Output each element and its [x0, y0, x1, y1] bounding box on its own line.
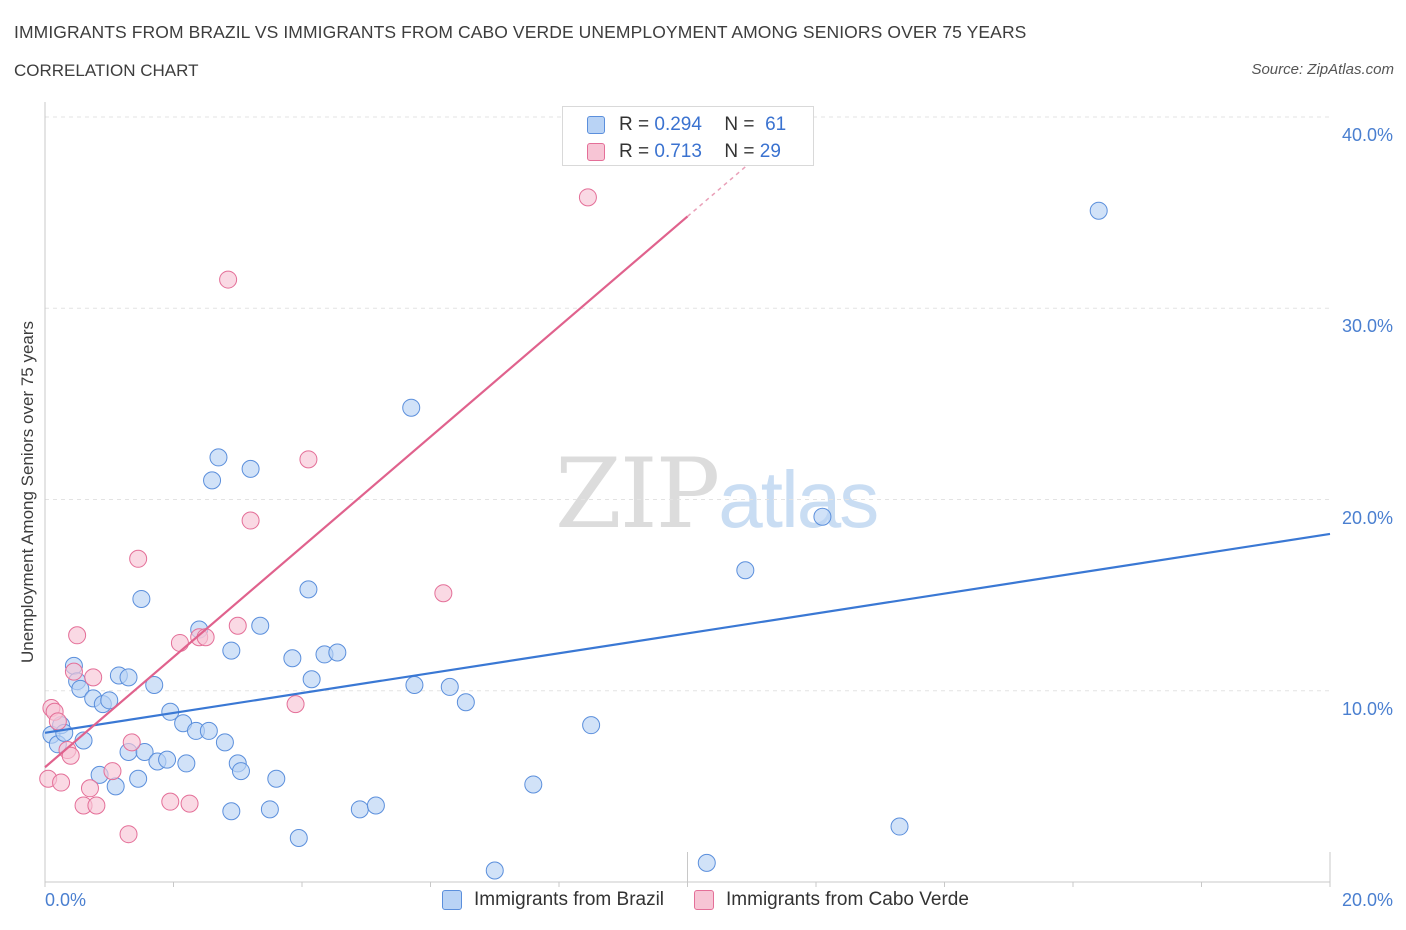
legend-label-brazil: Immigrants from Brazil: [474, 889, 665, 910]
point-cabo-verde: [299, 450, 318, 469]
point-brazil: [697, 853, 716, 872]
point-brazil: [813, 507, 832, 526]
point-brazil: [222, 641, 241, 660]
point-brazil: [890, 817, 909, 836]
point-brazil: [1089, 201, 1108, 220]
point-cabo-verde: [219, 270, 238, 289]
point-cabo-verde: [80, 779, 99, 798]
watermark: ZIPatlas: [555, 438, 879, 550]
point-brazil: [302, 670, 321, 689]
point-brazil: [402, 398, 421, 417]
legend-swatch-brazil: [442, 890, 462, 910]
legend-n-value: 61: [765, 114, 787, 135]
legend-label-cabo-verde: Immigrants from Cabo Verde: [726, 889, 969, 910]
point-brazil: [119, 668, 138, 687]
point-brazil: [485, 861, 504, 880]
point-brazil: [106, 777, 125, 796]
point-brazil: [100, 691, 119, 710]
point-brazil: [145, 676, 164, 695]
point-brazil: [135, 742, 154, 761]
point-brazil: [736, 561, 755, 580]
legend-swatch-cabo-verde: [587, 143, 605, 161]
point-brazil: [251, 616, 270, 635]
point-brazil: [222, 802, 241, 821]
point-brazil: [129, 769, 148, 788]
point-cabo-verde: [103, 762, 122, 781]
legend-n-label: N =: [724, 114, 755, 135]
trend-line-cabo-verde: [44, 215, 689, 769]
point-brazil: [132, 589, 151, 608]
point-brazil: [289, 829, 308, 848]
legend-r-label: R =: [619, 114, 650, 135]
legend-swatch-brazil: [587, 116, 605, 134]
x-tick-label: 20.0%: [1341, 890, 1393, 910]
point-cabo-verde: [196, 628, 215, 647]
point-cabo-verde: [241, 511, 260, 530]
chart-title: IMMIGRANTS FROM BRAZIL VS IMMIGRANTS FRO…: [14, 22, 1027, 42]
y-tick-label: 40.0%: [1341, 125, 1393, 145]
point-brazil: [215, 733, 234, 752]
legend-r-label: R =: [619, 141, 650, 162]
trend-line-cabo-verde-extension: [687, 149, 766, 218]
point-cabo-verde: [434, 584, 453, 603]
y-axis-label: Unemployment Among Seniors over 75 years: [18, 320, 37, 664]
point-brazil: [260, 800, 279, 819]
correlation-legend: R = 0.294 N = 61 R = 0.713 N = 29: [562, 106, 814, 166]
point-cabo-verde: [129, 549, 148, 568]
point-cabo-verde: [161, 792, 180, 811]
point-cabo-verde: [578, 188, 597, 207]
point-brazil: [299, 580, 318, 599]
point-brazil: [582, 716, 601, 735]
legend-row-brazil: R = 0.294 N = 61: [587, 113, 786, 137]
point-cabo-verde: [52, 773, 71, 792]
point-brazil: [231, 762, 250, 781]
point-brazil: [440, 677, 459, 696]
point-cabo-verde: [228, 616, 247, 635]
point-brazil: [456, 693, 475, 712]
legend-item-brazil[interactable]: Immigrants from Brazil: [442, 889, 664, 911]
legend-row-cabo-verde: R = 0.713 N = 29: [587, 140, 781, 164]
point-brazil: [267, 769, 286, 788]
chart-subtitle: CORRELATION CHART: [14, 61, 199, 80]
x-tick-label: 0.0%: [45, 890, 87, 910]
point-cabo-verde: [84, 668, 103, 687]
point-brazil: [209, 448, 228, 467]
point-brazil: [177, 754, 196, 773]
point-cabo-verde: [64, 662, 83, 681]
point-brazil: [366, 796, 385, 815]
legend-item-cabo-verde[interactable]: Immigrants from Cabo Verde: [694, 889, 969, 911]
point-brazil: [203, 471, 222, 490]
point-cabo-verde: [68, 626, 87, 645]
point-brazil: [199, 721, 218, 740]
legend-r-value: 0.294: [654, 114, 702, 135]
point-brazil: [241, 459, 260, 478]
watermark-zip: ZIP: [555, 438, 720, 550]
y-tick-label: 20.0%: [1341, 507, 1393, 528]
point-brazil: [158, 750, 177, 769]
point-brazil: [524, 775, 543, 794]
point-brazil: [283, 649, 302, 668]
point-brazil: [350, 800, 369, 819]
point-brazil: [71, 679, 90, 698]
point-cabo-verde: [61, 746, 80, 765]
point-cabo-verde: [180, 794, 199, 813]
point-cabo-verde: [122, 733, 141, 752]
source-label: Source: ZipAtlas.com: [1251, 61, 1394, 78]
point-brazil: [405, 676, 424, 695]
point-cabo-verde: [48, 712, 67, 731]
legend-r-value: 0.713: [654, 141, 702, 162]
point-cabo-verde: [87, 796, 106, 815]
series-legend: Immigrants from Brazil Immigrants from C…: [442, 889, 999, 911]
legend-n-value: 29: [759, 141, 781, 162]
y-tick-label: 10.0%: [1341, 698, 1393, 719]
legend-swatch-cabo-verde: [694, 890, 715, 910]
point-cabo-verde: [286, 695, 305, 714]
trend-line-brazil: [44, 532, 1331, 734]
y-tick-label: 30.0%: [1341, 316, 1393, 337]
point-cabo-verde: [170, 633, 189, 652]
point-cabo-verde: [119, 825, 138, 844]
legend-n-label: N =: [724, 141, 755, 162]
point-brazil: [328, 643, 347, 662]
